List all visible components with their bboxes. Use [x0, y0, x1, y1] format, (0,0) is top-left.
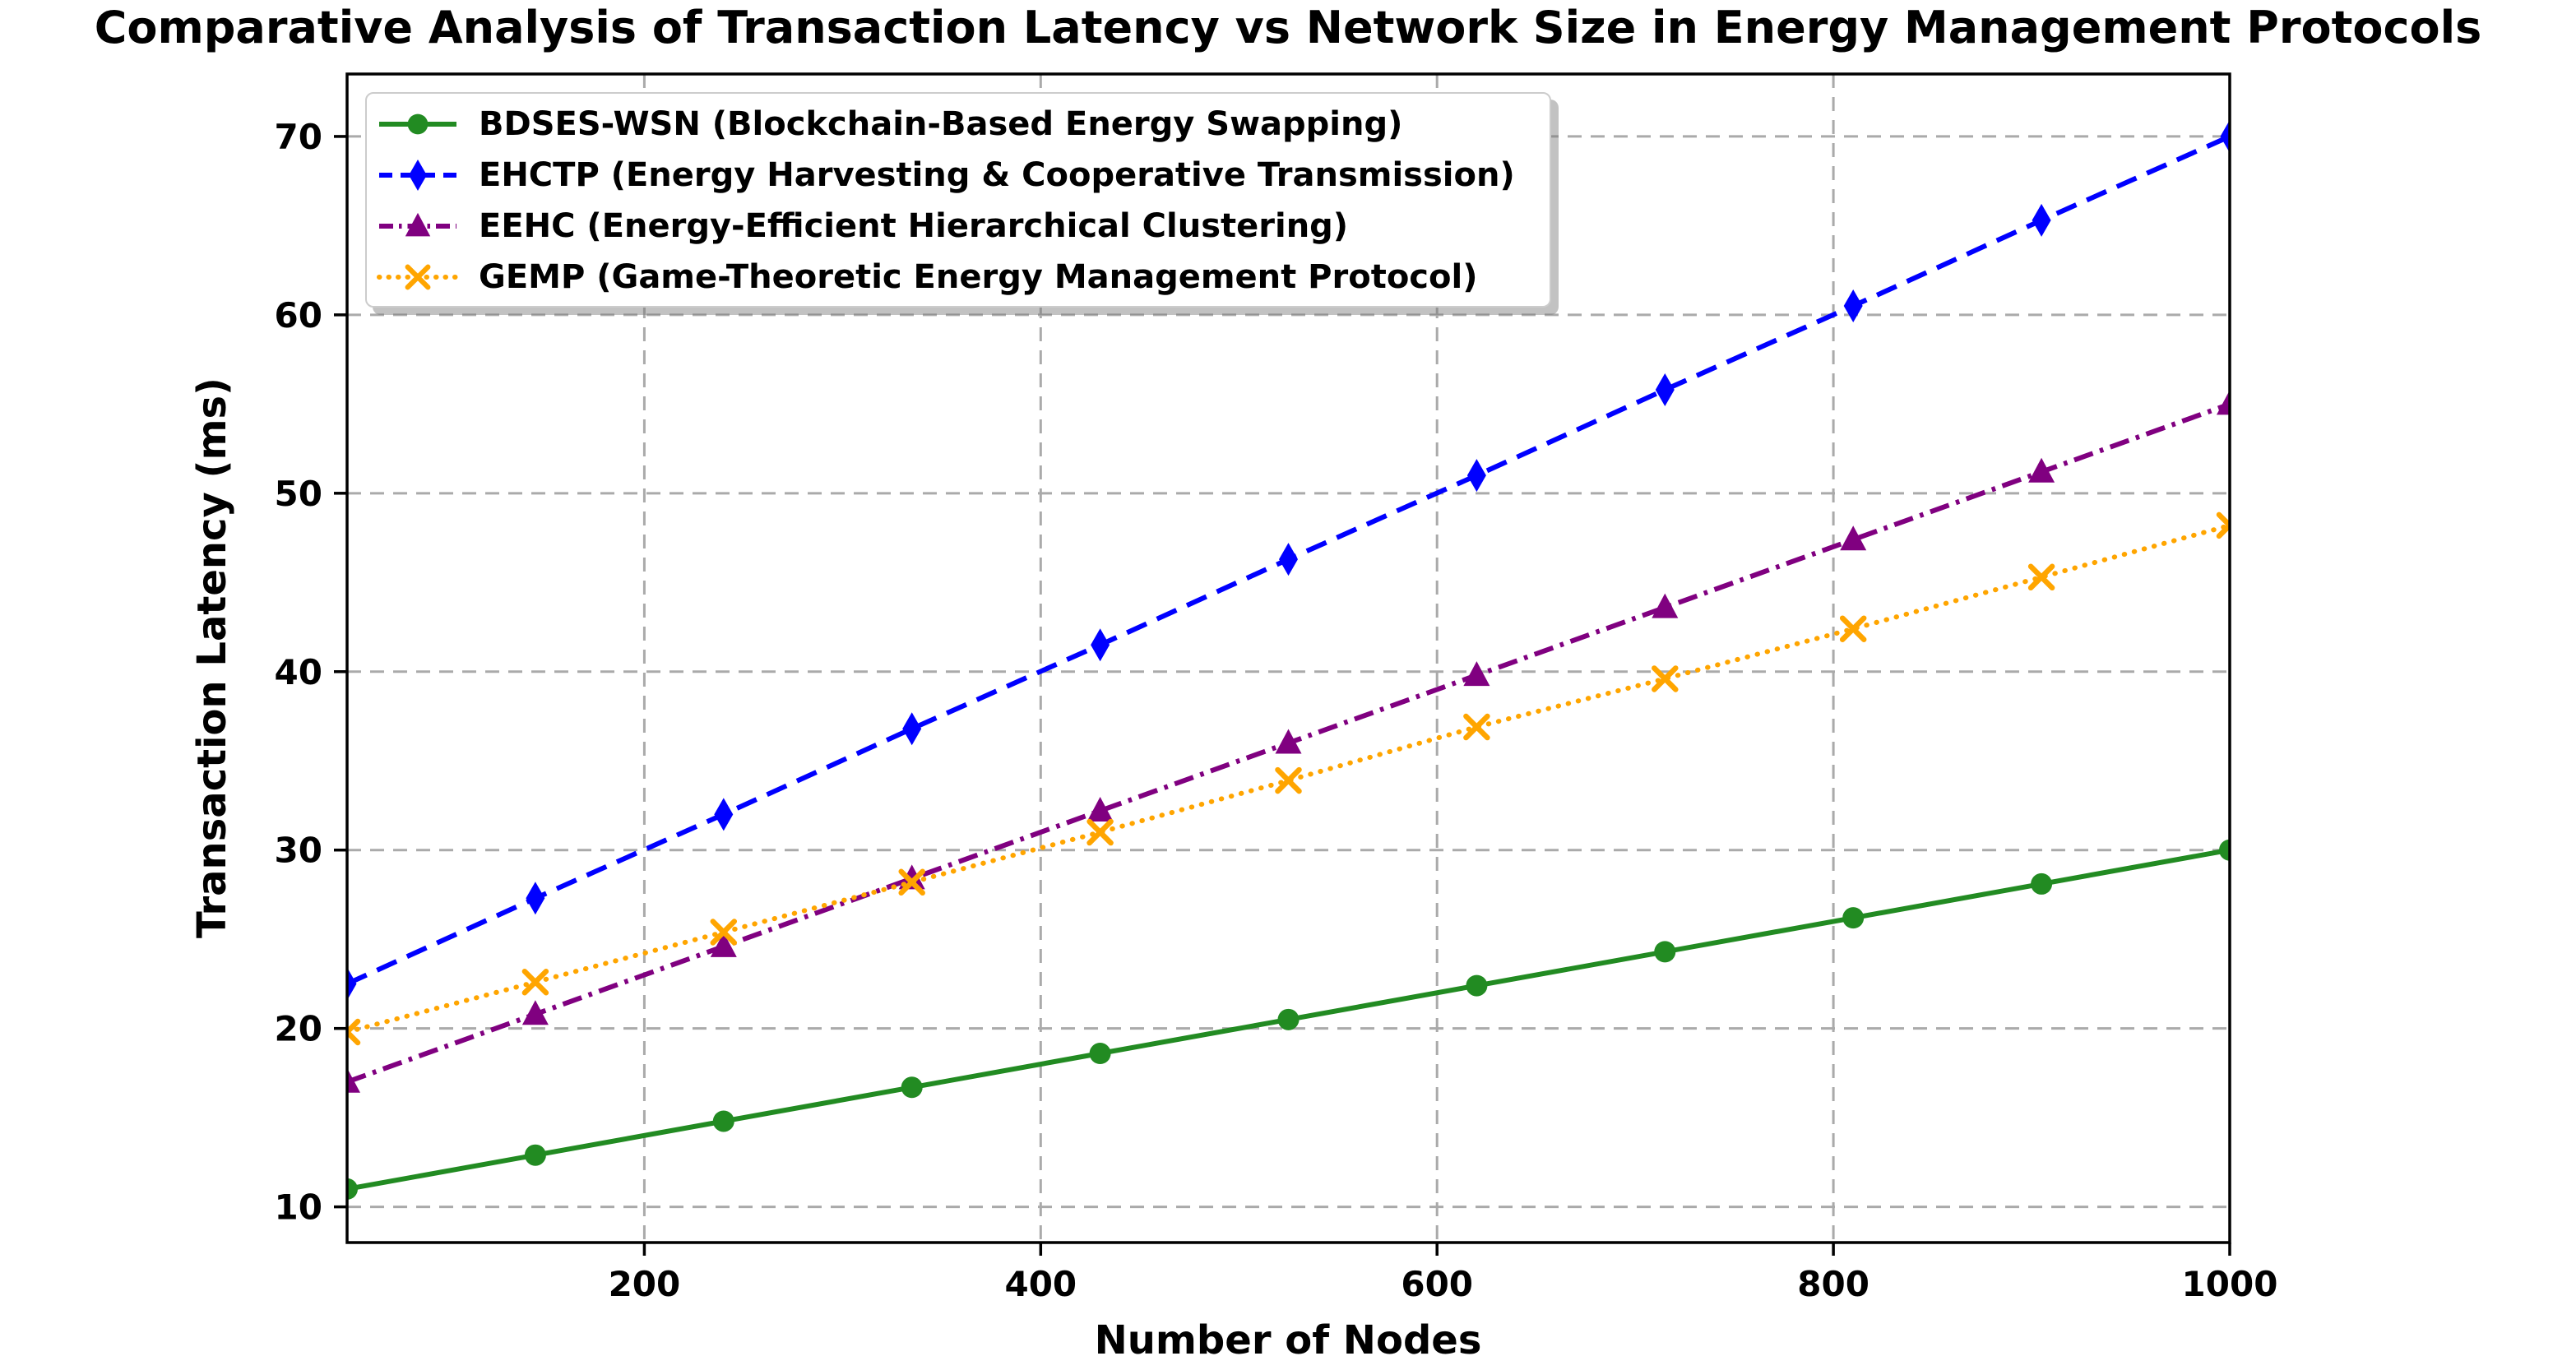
plot-border — [345, 72, 2231, 1244]
x-tick-label: 800 — [1797, 1264, 1869, 1304]
legend-sample-icon — [377, 264, 459, 290]
legend-item: EHCTP (Energy Harvesting & Cooperative T… — [377, 150, 1541, 201]
legend-item: BDSES-WSN (Blockchain-Based Energy Swapp… — [377, 99, 1541, 150]
series-markers-3 — [347, 511, 2230, 1046]
x-tick-label: 400 — [1004, 1264, 1077, 1304]
x-tick-label: 200 — [609, 1264, 681, 1304]
legend-item: GEMP (Game-Theoretic Energy Management P… — [377, 252, 1541, 303]
legend-label: EHCTP (Energy Harvesting & Cooperative T… — [479, 156, 1515, 194]
y-tick-label: 20 — [275, 1009, 322, 1049]
tick-marks — [334, 135, 2231, 1256]
y-tick-label: 70 — [275, 117, 322, 157]
series-markers-0 — [347, 839, 2230, 1200]
x-axis-label: Number of Nodes — [1094, 1317, 1482, 1363]
legend-label: BDSES-WSN (Blockchain-Based Energy Swapp… — [479, 105, 1403, 143]
y-tick-label: 40 — [275, 652, 322, 692]
legend: BDSES-WSN (Blockchain-Based Energy Swapp… — [365, 92, 1551, 308]
legend-label: GEMP (Game-Theoretic Energy Management P… — [479, 258, 1478, 296]
series-markers-1 — [347, 119, 2230, 1001]
legend-item: EEHC (Energy-Efficient Hierarchical Clus… — [377, 201, 1541, 252]
x-tick-label: 600 — [1401, 1264, 1473, 1304]
legend-label: EEHC (Energy-Efficient Hierarchical Clus… — [479, 207, 1349, 245]
tick-labels: 200 400 600 800 1000 10 20 30 40 50 60 70 — [275, 117, 2278, 1304]
legend-sample-icon — [379, 113, 456, 135]
legend-sample-icon — [379, 160, 456, 191]
y-axis-label: Transaction Latency (ms) — [189, 377, 235, 938]
series-3 — [347, 511, 2230, 1046]
series-2 — [347, 390, 2230, 1093]
series-1 — [347, 119, 2230, 1001]
chart-title: Comparative Analysis of Transaction Late… — [94, 2, 2482, 53]
series-markers-2 — [347, 390, 2230, 1093]
x-tick-label: 1000 — [2182, 1264, 2278, 1304]
y-tick-label: 30 — [275, 831, 322, 871]
legend-sample-icon — [379, 212, 456, 237]
y-tick-label: 60 — [275, 295, 322, 336]
y-tick-label: 50 — [275, 474, 322, 514]
y-tick-label: 10 — [275, 1187, 322, 1228]
series-0 — [347, 839, 2230, 1200]
